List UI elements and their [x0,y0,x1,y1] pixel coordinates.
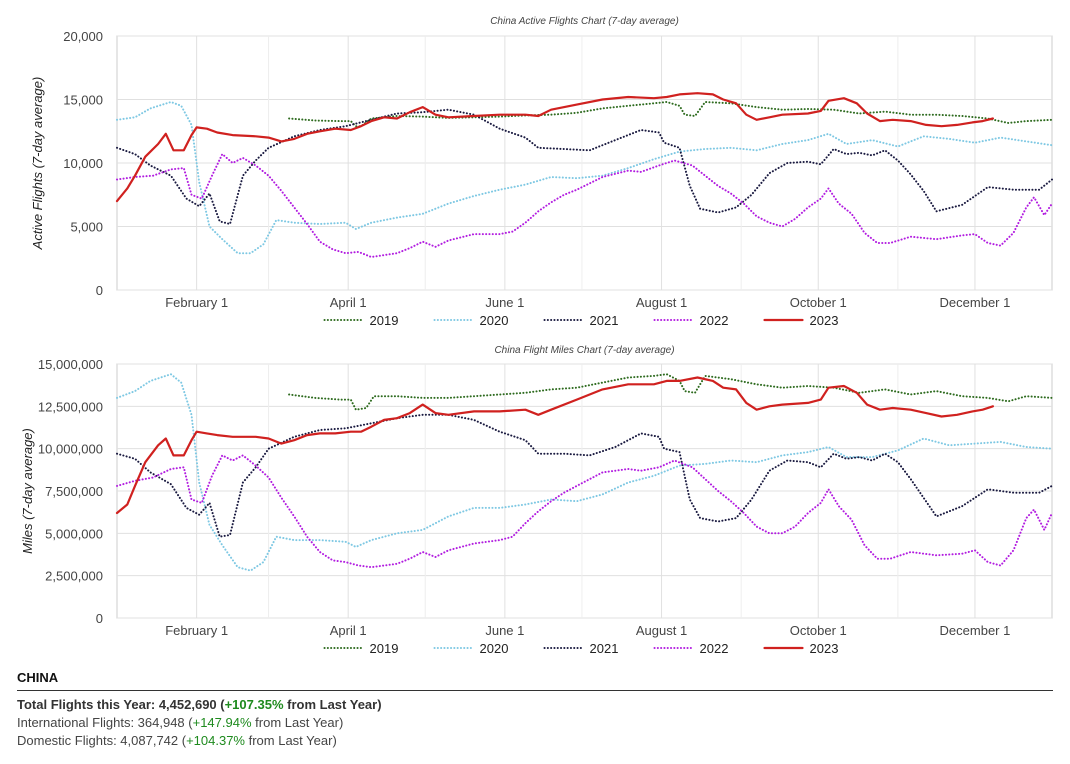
chart1-legend-label-2022: 2022 [700,313,729,328]
chart2-title: China Flight Miles Chart (7-day average) [494,345,674,356]
chart1-legend-label-2021: 2021 [590,313,619,328]
chart2-series-2022-line [116,454,1053,569]
chart1-y-tick-label: 10,000 [63,156,103,171]
flight-summary: CHINA Total Flights this Year: 4,452,690… [17,670,1053,750]
chart1-series-2021-line [116,108,1053,225]
chart1-y-tick-label: 15,000 [63,93,103,108]
chart2-y-axis-label: Miles (7-day average) [20,428,35,554]
chart1-series-2023-line [115,92,994,203]
total-flights-pct: +107.35% [224,697,284,712]
chart2-series-2020-line [116,373,1053,572]
chart1-x-tick-label: December 1 [940,295,1011,310]
chart2-legend-label-2019: 2019 [370,641,399,656]
chart2-y-tick-label: 5,000,000 [45,526,103,541]
domestic-flights-pct: +104.37% [186,733,245,748]
total-flights-line: Total Flights this Year: 4,452,690 (+107… [17,696,1053,714]
international-flights-suffix: from Last Year) [251,715,344,730]
chart1-x-tick-label: February 1 [165,295,228,310]
chart1-x-tick-label: April 1 [330,295,367,310]
chart2-y-tick-label: 12,500,000 [38,399,103,414]
chart1-x-tick-label: October 1 [790,295,847,310]
chart2-x-tick-label: December 1 [940,623,1011,638]
chart1-y-tick-label: 0 [96,283,103,298]
total-flights-text: Total Flights this Year: 4,452,690 ( [17,697,225,712]
chart1-legend-label-2023: 2023 [810,313,839,328]
chart1-x-tick-label: June 1 [485,295,524,310]
domestic-flights-line: Domestic Flights: 4,087,742 (+104.37% fr… [17,732,1053,750]
chart2-y-tick-label: 10,000,000 [38,442,103,457]
total-flights-suffix: from Last Year) [283,697,382,712]
chart2-y-tick-label: 2,500,000 [45,569,103,584]
chart2-y-tick-label: 0 [96,611,103,626]
international-flights-line: International Flights: 364,948 (+147.94%… [17,714,1053,732]
chart1-legend-label-2020: 2020 [480,313,509,328]
international-flights-pct: +147.94% [192,715,252,730]
chart1-title: China Active Flights Chart (7-day averag… [490,16,679,27]
chart2-y-tick-label: 7,500,000 [45,484,103,499]
region-title: CHINA [17,670,1053,691]
domestic-flights-suffix: from Last Year) [245,733,337,748]
chart1-x-tick-label: August 1 [636,295,687,310]
chart2-y-tick-label: 15,000,000 [38,357,103,372]
flight-miles-chart: China Flight Miles Chart (7-day average)… [0,340,1070,665]
chart1-series-2020-line [116,101,1053,255]
active-flights-chart: China Active Flights Chart (7-day averag… [0,0,1070,340]
chart2-series-2023-line [115,376,994,515]
domestic-flights-text: Domestic Flights: 4,087,742 ( [17,733,187,748]
chart2-legend-label-2020: 2020 [480,641,509,656]
chart1-legend-label-2019: 2019 [370,313,399,328]
flight-miles-chart-svg: China Flight Miles Chart (7-day average)… [20,345,1053,656]
chart2-series-2021-line [116,413,1053,538]
chart2-x-tick-label: April 1 [330,623,367,638]
chart1-y-axis-label: Active Flights (7-day average) [30,77,45,251]
chart1-series-2019-line [288,101,1053,128]
chart1-y-tick-label: 20,000 [63,29,103,44]
chart2-legend-label-2022: 2022 [700,641,729,656]
chart2-legend-label-2021: 2021 [590,641,619,656]
active-flights-chart-svg: China Active Flights Chart (7-day averag… [30,16,1053,328]
chart2-x-tick-label: August 1 [636,623,687,638]
chart2-legend-label-2023: 2023 [810,641,839,656]
chart2-x-tick-label: June 1 [485,623,524,638]
chart1-y-tick-label: 5,000 [70,220,103,235]
chart2-x-tick-label: February 1 [165,623,228,638]
chart2-x-tick-label: October 1 [790,623,847,638]
international-flights-text: International Flights: 364,948 ( [17,715,193,730]
chart2-series-2019-line [288,373,1053,411]
